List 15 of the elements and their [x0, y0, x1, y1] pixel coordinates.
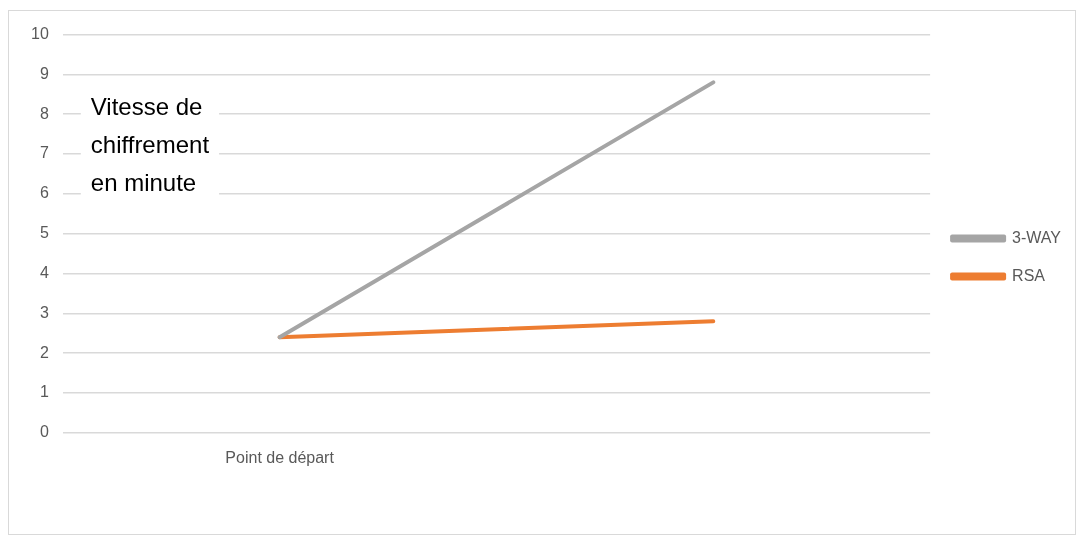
y-tick-label: 7 — [39, 144, 49, 162]
legend-label: 3-WAY — [1012, 228, 1062, 246]
y-tick-label: 4 — [39, 263, 49, 281]
legend-label: RSA — [1012, 266, 1046, 284]
y-tick-label: 3 — [39, 303, 49, 321]
y-tick-label: 1 — [39, 383, 49, 401]
y-tick-label: 2 — [39, 343, 49, 361]
y-tick-label: 10 — [31, 25, 49, 43]
y-tick-label: 9 — [39, 64, 49, 82]
y-tick-label: 6 — [39, 184, 49, 202]
y-tick-label: 5 — [39, 224, 49, 242]
annotation: Vitesse de chiffrement en minute — [90, 92, 210, 196]
x-tick-label: Point de départ — [225, 448, 335, 466]
y-tick-label: 8 — [39, 104, 49, 122]
y-tick-label: 0 — [39, 423, 49, 441]
